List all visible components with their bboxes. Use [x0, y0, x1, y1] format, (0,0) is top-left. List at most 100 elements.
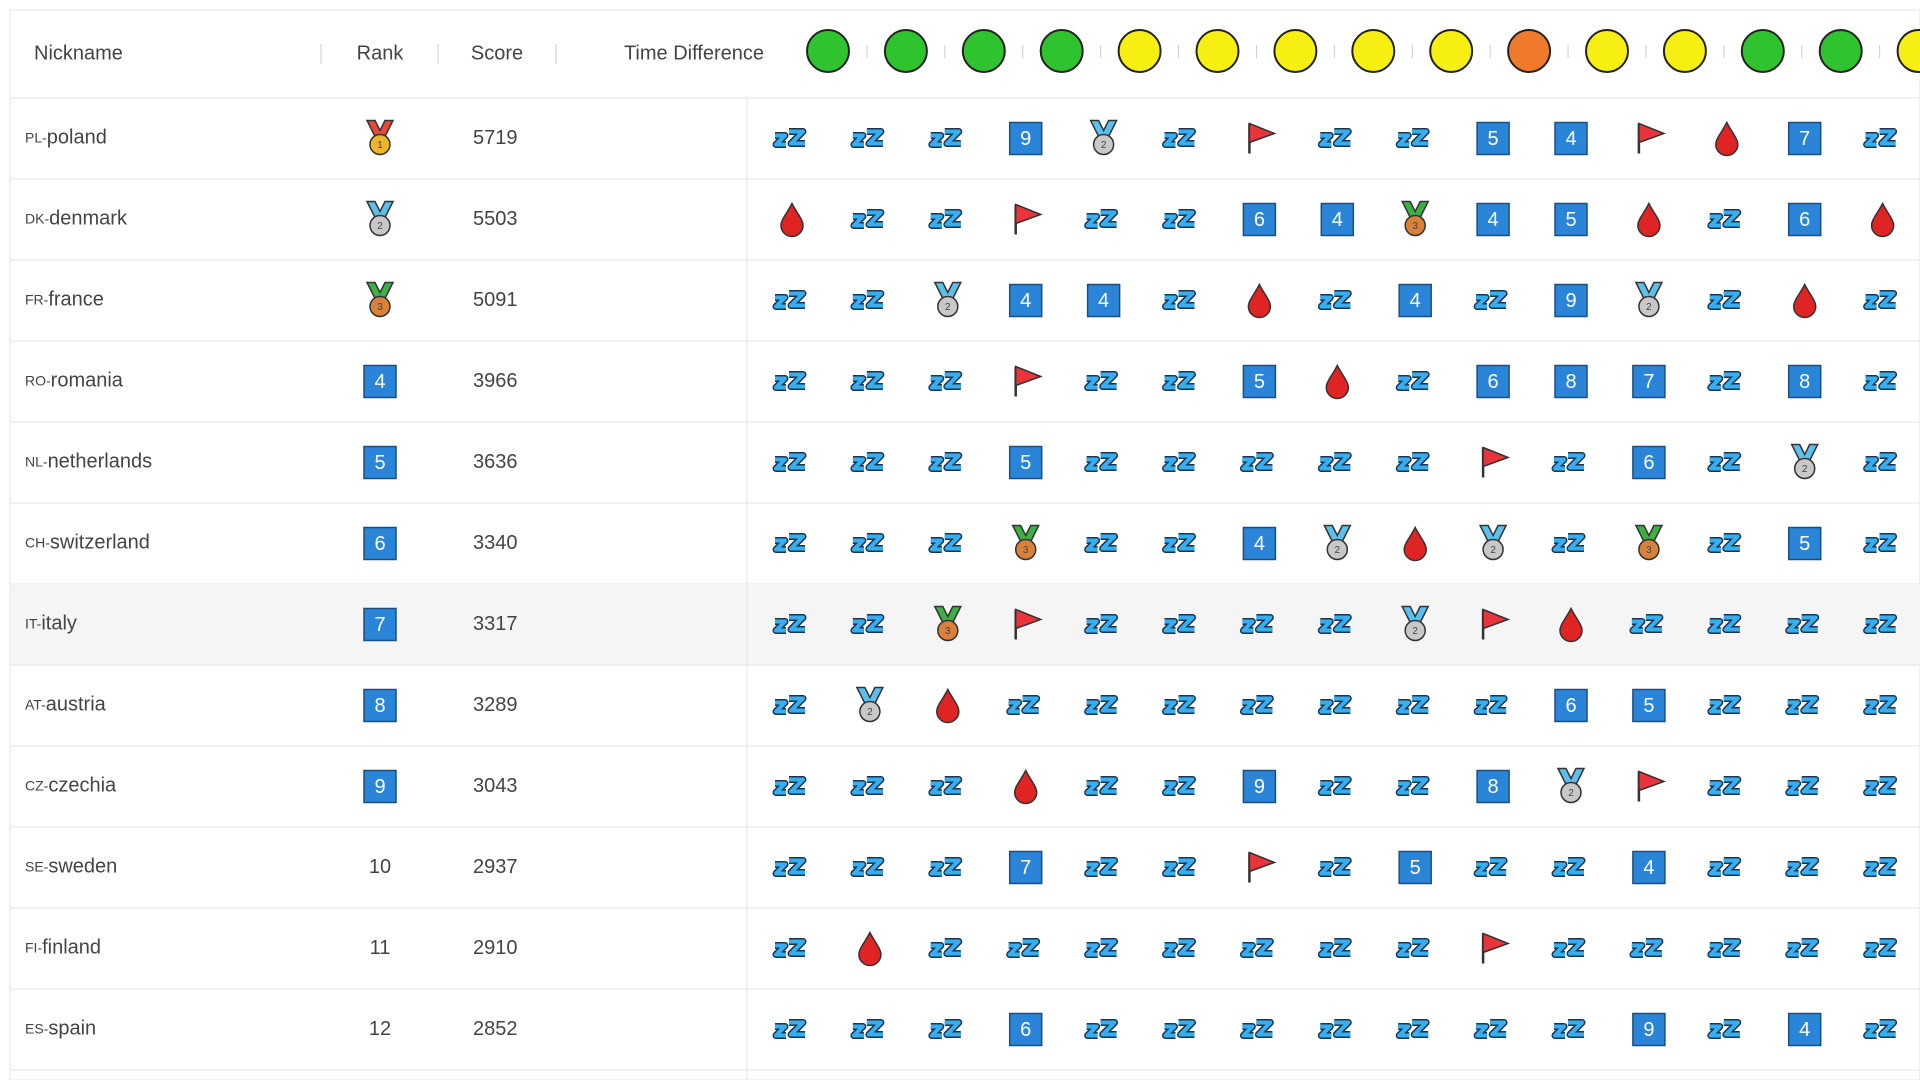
- unsolved-icon[interactable]: [1084, 209, 1119, 229]
- solve-medal[interactable]: 3: [933, 605, 963, 642]
- unsolved-icon[interactable]: [1551, 857, 1586, 877]
- unsolved-icon[interactable]: [850, 857, 885, 877]
- unsolved-icon[interactable]: [1551, 533, 1586, 553]
- unsolved-icon[interactable]: [1239, 938, 1274, 958]
- solve-box[interactable]: 9: [1242, 769, 1277, 804]
- unsolved-icon[interactable]: [1006, 938, 1041, 958]
- challenge-status[interactable]: [1039, 29, 1084, 73]
- challenge-status[interactable]: [883, 29, 928, 73]
- nickname[interactable]: SE-sweden: [25, 856, 117, 878]
- solve-box[interactable]: 7: [1008, 850, 1043, 885]
- unsolved-icon[interactable]: [1395, 128, 1430, 148]
- unsolved-icon[interactable]: [1317, 776, 1352, 796]
- solve-medal[interactable]: 3: [1011, 524, 1040, 561]
- solve-box[interactable]: 9: [1632, 1012, 1666, 1047]
- unsolved-icon[interactable]: [928, 371, 963, 391]
- solve-medal[interactable]: 2: [1556, 767, 1586, 804]
- unsolved-icon[interactable]: [1084, 371, 1119, 391]
- unsolved-icon[interactable]: [1707, 1019, 1742, 1039]
- challenge-status[interactable]: [1273, 29, 1318, 73]
- unsolved-icon[interactable]: [1239, 1019, 1274, 1039]
- challenge-status[interactable]: [1351, 29, 1396, 73]
- solved-flag[interactable]: [1014, 203, 1043, 235]
- unsolved-icon[interactable]: [1084, 1019, 1119, 1039]
- nickname[interactable]: FR-france: [25, 289, 104, 311]
- nickname[interactable]: FI-finland: [25, 937, 101, 959]
- unsolved-icon[interactable]: [1863, 1019, 1898, 1039]
- nickname[interactable]: DK-denmark: [25, 208, 128, 230]
- unsolved-icon[interactable]: [1707, 290, 1742, 310]
- first-blood[interactable]: [1325, 363, 1350, 400]
- solve-box[interactable]: 7: [1632, 364, 1666, 399]
- challenge-status[interactable]: [1585, 29, 1629, 73]
- unsolved-icon[interactable]: [772, 695, 807, 715]
- unsolved-icon[interactable]: [1162, 290, 1196, 310]
- solve-box[interactable]: 5: [1554, 202, 1588, 237]
- unsolved-icon[interactable]: [1863, 614, 1898, 634]
- solve-box[interactable]: 4: [1086, 283, 1121, 318]
- solve-medal[interactable]: 3: [1400, 200, 1430, 237]
- solve-medal[interactable]: 2: [933, 281, 963, 318]
- unsolved-icon[interactable]: [1317, 452, 1352, 472]
- unsolved-icon[interactable]: [1863, 128, 1898, 148]
- unsolved-icon[interactable]: [1707, 938, 1742, 958]
- header-nickname[interactable]: Nickname: [34, 42, 123, 64]
- solve-box[interactable]: 5: [1398, 850, 1432, 885]
- unsolved-icon[interactable]: [928, 776, 963, 796]
- unsolved-icon[interactable]: [1785, 614, 1820, 634]
- unsolved-icon[interactable]: [850, 209, 885, 229]
- first-blood[interactable]: [1637, 201, 1661, 238]
- solved-flag[interactable]: [1014, 365, 1043, 397]
- challenge-status[interactable]: [1740, 29, 1785, 73]
- challenge-status[interactable]: [1117, 29, 1162, 73]
- unsolved-icon[interactable]: [1317, 128, 1352, 148]
- solved-flag[interactable]: [1637, 122, 1667, 154]
- first-blood[interactable]: [1870, 201, 1895, 238]
- unsolved-icon[interactable]: [1239, 452, 1274, 472]
- unsolved-icon[interactable]: [772, 857, 807, 877]
- unsolved-icon[interactable]: [1707, 533, 1742, 553]
- first-blood[interactable]: [858, 930, 882, 967]
- unsolved-icon[interactable]: [1551, 938, 1586, 958]
- solve-box[interactable]: 6: [1632, 445, 1666, 480]
- solve-box[interactable]: 6: [1242, 202, 1277, 237]
- solved-flag[interactable]: [1481, 608, 1511, 640]
- unsolved-icon[interactable]: [1317, 857, 1352, 877]
- unsolved-icon[interactable]: [1707, 695, 1742, 715]
- unsolved-icon[interactable]: [850, 371, 885, 391]
- unsolved-icon[interactable]: [1395, 695, 1430, 715]
- unsolved-icon[interactable]: [850, 533, 885, 553]
- challenge-status[interactable]: [1896, 29, 1920, 73]
- unsolved-icon[interactable]: [772, 452, 807, 472]
- header-time-difference[interactable]: Time Difference: [624, 42, 764, 64]
- first-blood[interactable]: [1715, 120, 1739, 157]
- unsolved-icon[interactable]: [1084, 695, 1119, 715]
- unsolved-icon[interactable]: [1317, 290, 1352, 310]
- unsolved-icon[interactable]: [1785, 938, 1820, 958]
- unsolved-icon[interactable]: [772, 290, 807, 310]
- unsolved-icon[interactable]: [1863, 533, 1898, 553]
- unsolved-icon[interactable]: [850, 128, 885, 148]
- nickname[interactable]: ES-spain: [25, 1018, 96, 1040]
- first-blood[interactable]: [1247, 282, 1272, 319]
- first-blood[interactable]: [936, 687, 960, 724]
- solve-box[interactable]: 5: [1008, 445, 1043, 480]
- unsolved-icon[interactable]: [1473, 857, 1508, 877]
- unsolved-icon[interactable]: [1084, 776, 1119, 796]
- solve-box[interactable]: 6: [1008, 1012, 1043, 1047]
- unsolved-icon[interactable]: [1863, 938, 1898, 958]
- unsolved-icon[interactable]: [1707, 857, 1742, 877]
- unsolved-icon[interactable]: [928, 938, 963, 958]
- unsolved-icon[interactable]: [1395, 452, 1430, 472]
- unsolved-icon[interactable]: [772, 533, 807, 553]
- solve-box[interactable]: 6: [1787, 202, 1822, 237]
- rank-box[interactable]: 6: [363, 526, 397, 561]
- unsolved-icon[interactable]: [772, 371, 807, 391]
- unsolved-icon[interactable]: [1162, 614, 1196, 634]
- unsolved-icon[interactable]: [850, 614, 885, 634]
- unsolved-icon[interactable]: [1473, 695, 1508, 715]
- nickname[interactable]: CH-switzerland: [25, 532, 150, 554]
- solved-flag[interactable]: [1481, 932, 1511, 964]
- unsolved-icon[interactable]: [772, 938, 807, 958]
- first-blood[interactable]: [1403, 525, 1427, 562]
